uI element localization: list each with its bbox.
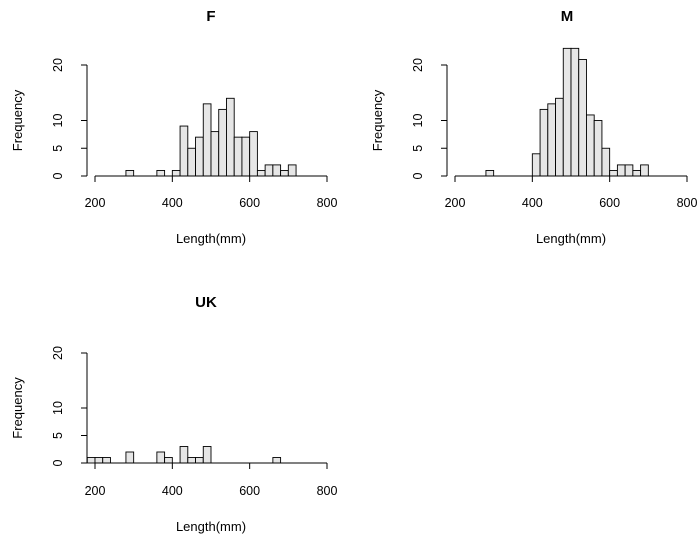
histogram-bar [264,164,274,177]
histogram-panel: M 200 400 600 800 0 5 10 20 Length(mm) Frequency [370,8,697,246]
y-tick-label: 10 [51,401,65,415]
y-tick-label: 5 [411,145,425,152]
histogram-bar [102,457,111,464]
x-tick-label: 200 [445,196,466,210]
histogram-bar [555,97,564,177]
histogram-bar [94,457,104,464]
histogram-bar [616,164,626,177]
x-tick-label: 800 [677,196,698,210]
x-tick-label: 800 [317,196,338,210]
histogram-bar [218,108,227,177]
histogram-bar [86,457,96,464]
x-tick-label: 600 [599,196,620,210]
histogram-bar [609,169,618,177]
y-tick-label: 20 [51,346,65,360]
histogram-bar [156,169,166,177]
histogram-bar [187,147,196,177]
histogram-panel: UK 200 400 600 800 0 5 10 20 Length(mm) Frequency [10,294,337,534]
histogram-bar [570,47,580,177]
histogram-bar [202,446,212,464]
histogram-bar [547,103,556,177]
histogram-bar [125,451,135,464]
histogram-bar [485,169,495,177]
x-axis-label: Length(mm) [176,231,246,246]
histogram-bar [195,457,204,464]
histogram-bar [125,169,135,177]
y-axis-label: Frequency [10,89,25,151]
histogram-panel: F 200 400 600 800 0 5 10 20 Length(mm) Frequency [10,8,337,246]
y-tick-label: 10 [51,114,65,128]
y-tick-label: 10 [411,114,425,128]
histogram-bar [156,451,166,464]
x-tick-label: 200 [85,484,106,498]
histogram-bar [249,131,258,177]
histogram-bar [164,457,173,464]
histogram-bar [179,125,189,177]
histogram-bar [233,136,243,177]
x-tick-label: 400 [162,484,183,498]
x-tick-label: 400 [162,196,183,210]
histogram-bar [578,59,587,177]
histogram-bar [187,457,196,464]
histogram-bar [531,153,541,177]
histogram-bar [562,47,572,177]
histogram-bar [287,164,297,177]
x-tick-label: 600 [239,196,260,210]
histogram-bar [272,457,282,464]
x-tick-label: 200 [85,196,106,210]
histogram-bar [601,147,611,177]
x-tick-label: 600 [239,484,260,498]
y-tick-label: 0 [51,459,65,466]
histogram-bar [586,114,595,177]
histogram-bar [179,446,189,464]
histogram-bar [640,164,649,177]
panel-title: F [206,8,215,25]
histogram-bar [171,169,181,177]
histogram-bar [256,169,266,177]
y-tick-label: 5 [51,145,65,152]
histogram-bar [539,108,549,177]
panel-title: UK [195,294,217,311]
histogram-bar [210,131,220,177]
histogram-bar [226,97,235,177]
y-axis-label: Frequency [10,377,25,439]
y-tick-label: 20 [51,58,65,72]
histogram-bar [280,169,289,177]
y-tick-label: 0 [51,172,65,179]
histogram-bar [624,164,634,177]
panel-title: M [561,8,574,25]
y-axis-label: Frequency [370,89,385,151]
y-tick-label: 5 [51,432,65,439]
histogram-bar [632,169,642,177]
y-tick-label: 0 [411,172,425,179]
x-tick-label: 800 [317,484,338,498]
histogram-bar [241,136,251,177]
x-axis-label: Length(mm) [536,231,606,246]
histogram-bar [593,120,603,177]
histogram-bar [202,103,212,177]
x-tick-label: 400 [522,196,543,210]
y-tick-label: 20 [411,58,425,72]
histogram-bar [272,164,282,177]
x-axis-label: Length(mm) [176,519,246,534]
histogram-bar [195,136,204,177]
